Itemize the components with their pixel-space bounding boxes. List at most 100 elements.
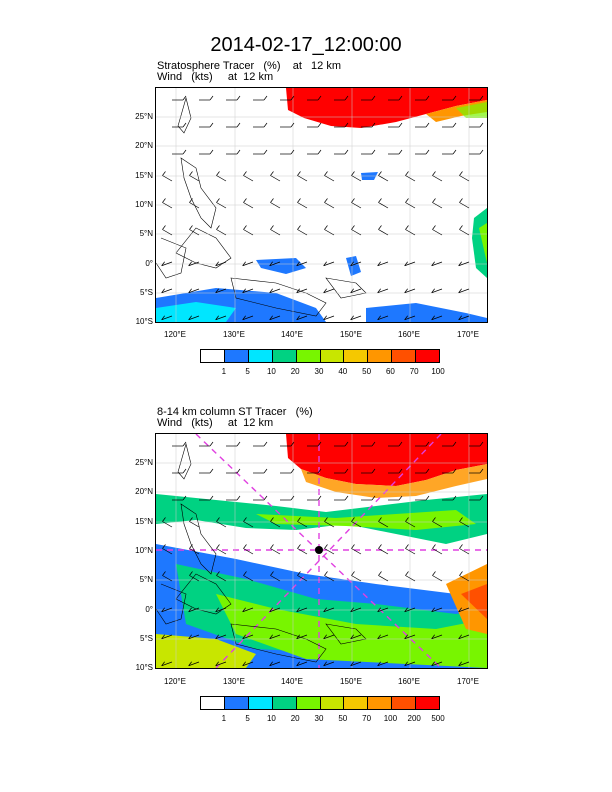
wind-barb-flag xyxy=(405,225,409,230)
wind-barb-flag xyxy=(189,171,193,176)
wind-barb-flag xyxy=(350,607,354,612)
wind-barb-flag xyxy=(323,607,327,612)
wind-barb xyxy=(270,175,281,182)
wind-barb xyxy=(378,521,389,528)
wind-barb-flag xyxy=(377,607,381,612)
wind-barb-flag xyxy=(431,315,435,320)
wind-barb xyxy=(458,634,470,640)
lat-label: 5°N xyxy=(139,229,153,238)
wind-barb xyxy=(432,175,443,182)
plot-title: 2014-02-17_12:00:00 xyxy=(210,34,402,56)
wind-barb xyxy=(216,175,227,182)
wind-barb-flag xyxy=(182,95,187,101)
wind-barb xyxy=(189,229,200,236)
wind-barb-flag xyxy=(351,517,355,522)
colorbar-label: 30 xyxy=(314,714,324,723)
wind-barb xyxy=(270,229,281,236)
wind-barb xyxy=(269,315,281,321)
lat-label: 5°S xyxy=(140,634,153,643)
wind-barb-flag xyxy=(432,544,436,549)
wind-barb-flag xyxy=(431,661,435,666)
wind-barb xyxy=(351,175,362,182)
wind-barb xyxy=(161,315,173,321)
wind-barb xyxy=(350,661,362,667)
wind-barb xyxy=(216,575,227,582)
wind-barb-flag xyxy=(371,122,376,128)
wind-barb-flag xyxy=(161,634,165,639)
wind-barb xyxy=(377,661,389,667)
wind-barb xyxy=(242,607,254,613)
wind-barb-flag xyxy=(297,198,301,203)
panel2-title-line2: Wind (kts) at 12 km xyxy=(157,417,274,429)
wind-barb-flag xyxy=(296,661,300,666)
wind-barb-flag xyxy=(317,495,322,501)
wind-barb xyxy=(297,202,308,209)
colorbar-swatch xyxy=(201,350,225,362)
wind-barb xyxy=(162,229,173,236)
wind-barb-flag xyxy=(242,288,246,293)
wind-barb-flag xyxy=(425,495,430,501)
wind-barb xyxy=(189,202,200,209)
wind-barb xyxy=(459,521,470,528)
wind-barb xyxy=(431,634,443,640)
lat-label: 0° xyxy=(145,259,153,268)
wind-barb xyxy=(269,607,281,613)
wind-barb-flag xyxy=(479,122,484,128)
wind-barb-flag xyxy=(452,468,457,474)
wind-barb xyxy=(351,548,362,555)
wind-barb-flag xyxy=(425,441,430,447)
panel1-title-line1: Stratosphere Tracer (%) at 12 km xyxy=(157,60,342,72)
wind-barb-flag xyxy=(398,468,403,474)
colorbar-label: 20 xyxy=(290,367,300,376)
wind-barb xyxy=(405,548,416,555)
wind-barb-flag xyxy=(432,225,436,230)
colorbar-label: 70 xyxy=(362,714,372,723)
wind-barb-flag xyxy=(323,315,327,320)
wind-barb-flag xyxy=(270,198,274,203)
wind-barb-flag xyxy=(404,288,408,293)
wind-barb-flag xyxy=(432,517,436,522)
wind-barb xyxy=(296,634,308,640)
wind-barb-flag xyxy=(182,122,187,128)
wind-barb xyxy=(242,315,254,321)
wind-barb-flag xyxy=(425,95,430,101)
wind-barb xyxy=(297,548,308,555)
lat-label: 20°N xyxy=(135,141,153,150)
wind-barb-flag xyxy=(344,495,349,501)
wind-barb xyxy=(405,575,416,582)
wind-barb xyxy=(351,521,362,528)
wind-barb-flag xyxy=(188,634,192,639)
wind-barb xyxy=(189,548,200,555)
colorbar-swatch xyxy=(201,697,225,709)
wind-barb-flag xyxy=(162,198,166,203)
wind-barb xyxy=(215,288,227,294)
gridlines xyxy=(156,88,487,322)
wind-barb xyxy=(270,202,281,209)
wind-barb-flag xyxy=(182,149,187,155)
wind-barb-flag xyxy=(297,517,301,522)
wind-barbs xyxy=(161,441,484,667)
wind-barb-flag xyxy=(432,171,436,176)
wind-barb xyxy=(405,229,416,236)
wind-barb-flag xyxy=(236,149,241,155)
panel2-title-line1: 8-14 km column ST Tracer (%) xyxy=(157,406,313,418)
wind-barb-flag xyxy=(371,95,376,101)
wind-barb-flag xyxy=(344,122,349,128)
wind-barb-flag xyxy=(479,441,484,447)
wind-barb xyxy=(161,288,173,294)
wind-barb xyxy=(323,661,335,667)
wind-barb-flag xyxy=(270,517,274,522)
wind-barb xyxy=(324,229,335,236)
wind-barb-flag xyxy=(344,95,349,101)
wind-barb-flag xyxy=(243,571,247,576)
wind-barb xyxy=(432,202,443,209)
colorbar-swatch xyxy=(296,350,321,362)
wind-barb-flag xyxy=(161,288,165,293)
wind-barb-flag xyxy=(236,468,241,474)
wind-barb-flag xyxy=(162,517,166,522)
wind-barb-flag xyxy=(405,517,409,522)
wind-barb-flag xyxy=(263,122,268,128)
wind-barb xyxy=(216,202,227,209)
wind-barb xyxy=(296,261,308,267)
wind-barb-flag xyxy=(459,571,463,576)
